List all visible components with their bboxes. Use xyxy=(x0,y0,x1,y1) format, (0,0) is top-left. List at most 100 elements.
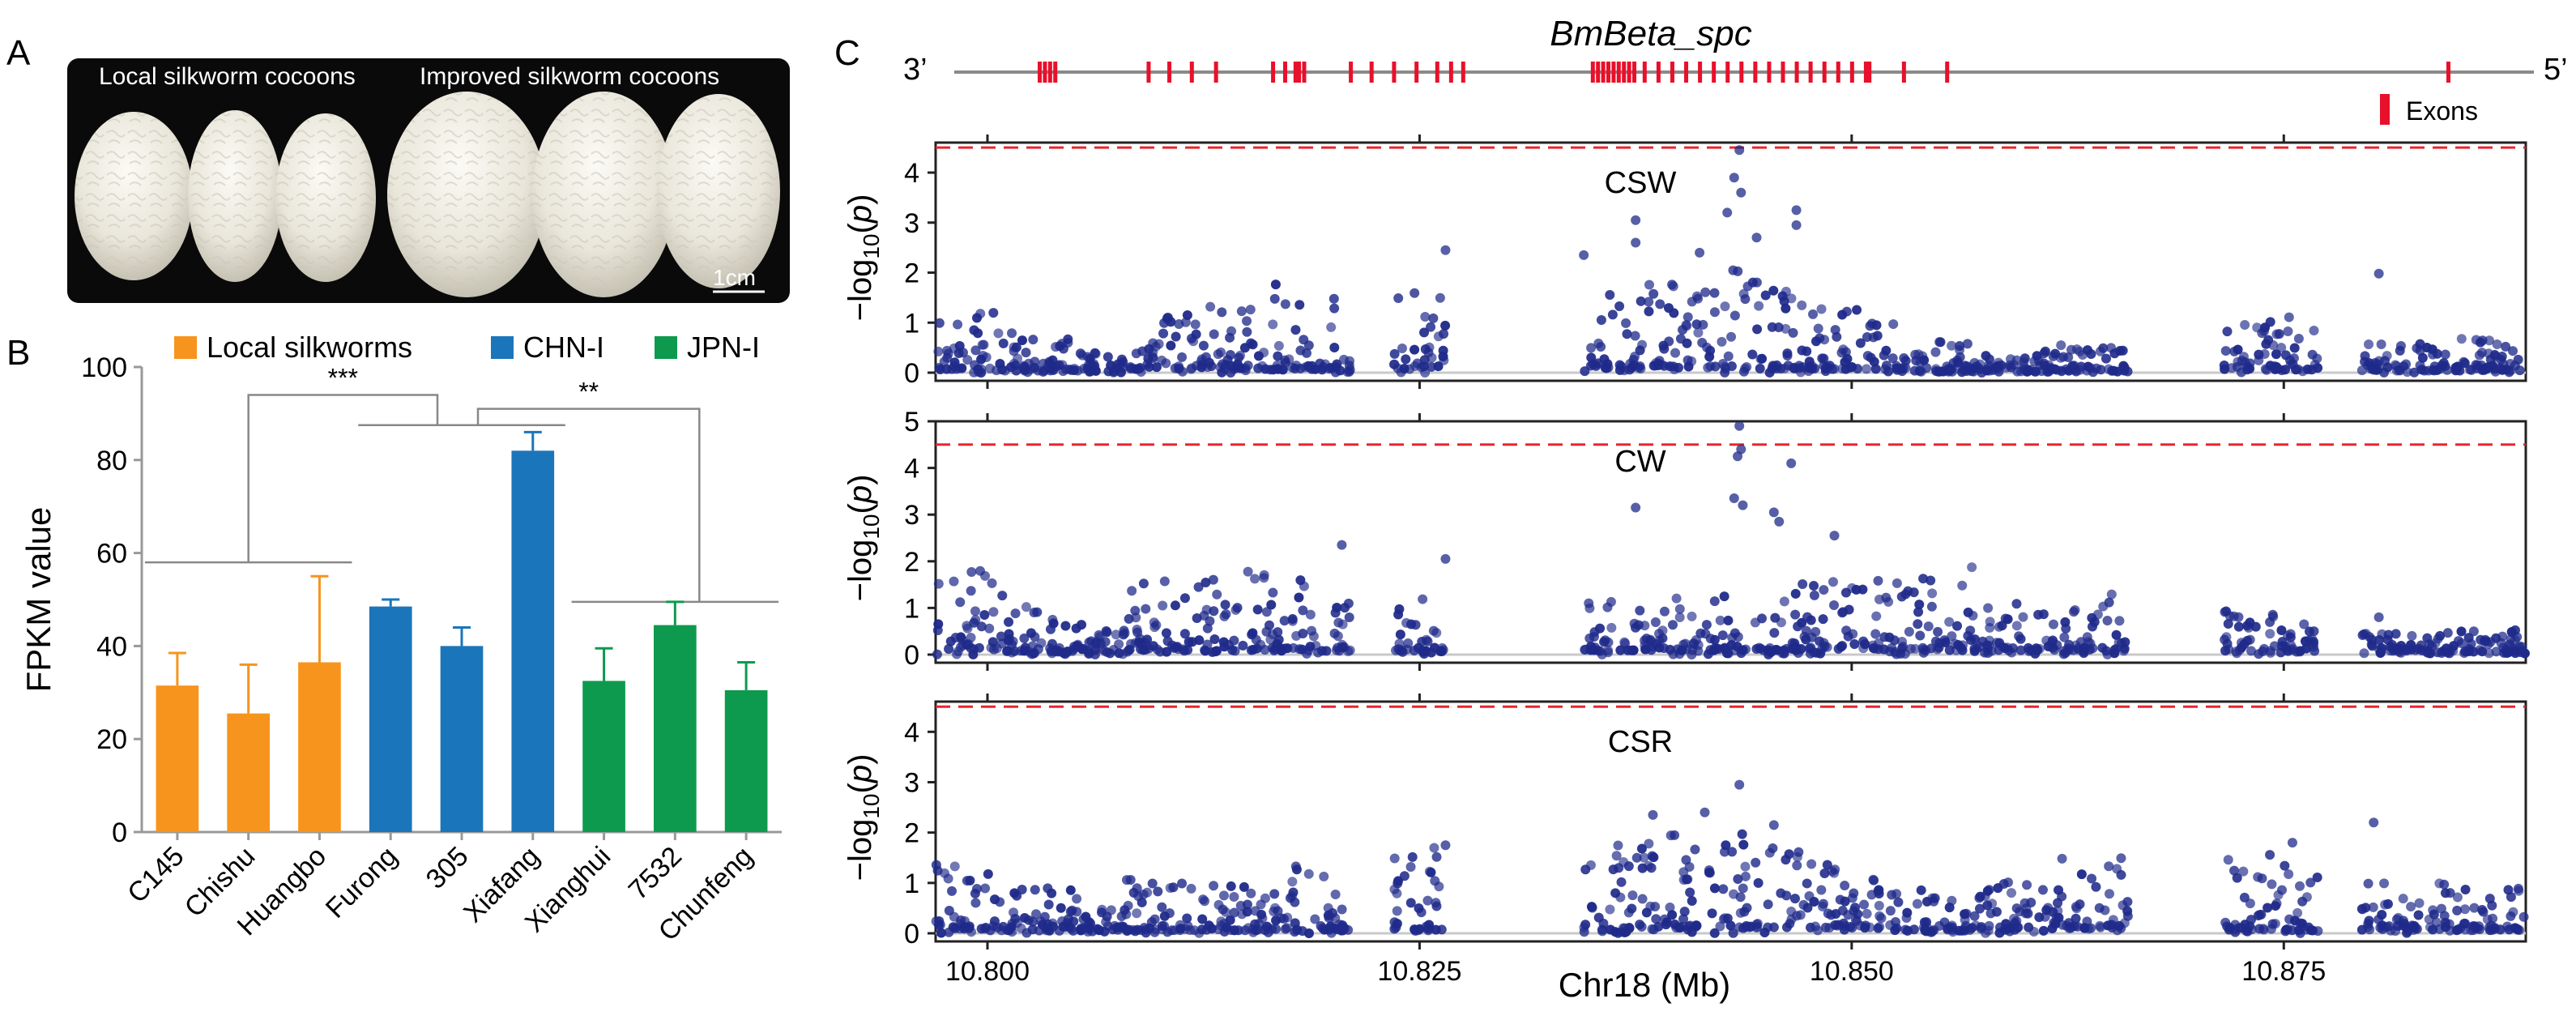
snp-point xyxy=(1170,600,1180,611)
snp-point xyxy=(1431,628,1442,638)
snp-point xyxy=(1752,324,1763,335)
snp-point xyxy=(1621,318,1631,328)
snp-point xyxy=(1700,807,1710,817)
snp-point xyxy=(1747,349,1758,360)
snp-point xyxy=(1247,629,1257,640)
snp-point xyxy=(955,642,966,652)
snp-point xyxy=(2245,358,2255,369)
snp-point xyxy=(1198,340,1209,351)
snp-point xyxy=(1955,340,1965,351)
snp-point xyxy=(966,632,976,642)
snp-point xyxy=(1631,237,1641,248)
legend-label-chn: CHN-I xyxy=(523,331,604,364)
snp-point xyxy=(1870,629,1881,639)
snp-point xyxy=(1733,451,1743,462)
snp-point xyxy=(2456,334,2467,344)
snp-point xyxy=(2229,346,2240,356)
snp-point xyxy=(2433,647,2443,658)
snp-point xyxy=(2305,877,2316,888)
snp-point xyxy=(1138,890,1149,900)
snp-point xyxy=(1651,914,1661,924)
snp-point xyxy=(1399,871,1410,881)
snp-point xyxy=(2032,645,2042,655)
snp-point xyxy=(2508,346,2518,356)
snp-point xyxy=(974,642,984,653)
snp-point xyxy=(1021,602,1031,612)
snp-point xyxy=(1248,927,1259,937)
snp-point xyxy=(1010,913,1021,924)
snp-point xyxy=(2234,645,2245,655)
snp-point xyxy=(1808,309,1819,319)
snp-point xyxy=(1881,592,1891,603)
snp-point xyxy=(1678,325,1688,335)
snp-point xyxy=(1675,334,1686,344)
y-tick-label: 4 xyxy=(904,717,919,748)
snp-point xyxy=(1974,903,1985,914)
snp-point xyxy=(2011,621,2022,631)
snp-point xyxy=(2484,335,2495,346)
snp-point xyxy=(1757,353,1768,364)
cocoon-improved-1 xyxy=(387,92,546,297)
snp-point xyxy=(1238,640,1248,651)
exon xyxy=(1167,62,1172,83)
snp-point xyxy=(1252,604,1263,615)
snp-point xyxy=(1891,578,1902,588)
snp-point xyxy=(1225,915,1235,925)
snp-point xyxy=(1290,861,1301,872)
snp-point xyxy=(1150,341,1161,352)
snp-point xyxy=(2499,647,2510,658)
snp-point xyxy=(1838,607,1849,617)
snp-point xyxy=(1440,245,1451,255)
snp-point xyxy=(1116,354,1127,365)
snp-point xyxy=(1218,637,1229,647)
snp-point xyxy=(1927,588,1938,599)
snp-point xyxy=(1809,590,1819,600)
snp-point xyxy=(1319,871,1329,881)
snp-point xyxy=(1158,328,1169,339)
snp-point xyxy=(1742,903,1752,913)
snp-point xyxy=(1310,914,1320,924)
snp-point xyxy=(2501,341,2511,352)
snp-point xyxy=(2018,612,2028,622)
snp-point xyxy=(1028,335,1039,345)
snp-point xyxy=(2263,903,2273,913)
snp-point xyxy=(2402,928,2412,938)
snp-point xyxy=(1213,899,1224,910)
snp-point xyxy=(1218,890,1229,901)
snp-point xyxy=(1202,623,1213,634)
snp-point xyxy=(949,924,960,934)
snp-point xyxy=(947,886,957,896)
snp-point xyxy=(1723,351,1734,361)
snp-point xyxy=(1926,927,1936,937)
snp-point xyxy=(2076,869,2087,880)
snp-point xyxy=(1600,635,1610,646)
exon xyxy=(1632,62,1637,83)
snp-point xyxy=(2281,644,2292,655)
snp-point xyxy=(1860,639,1870,650)
exon xyxy=(1656,62,1661,83)
snp-point xyxy=(2109,645,2120,655)
snp-point xyxy=(1657,625,1668,636)
snp-point xyxy=(1253,363,1264,373)
snp-point xyxy=(1410,344,1420,355)
snp-point xyxy=(939,356,949,367)
snp-point xyxy=(1032,607,1043,617)
snp-point xyxy=(1697,337,1708,348)
snp-point xyxy=(1994,357,2004,368)
snp-point xyxy=(2232,873,2242,883)
snp-point xyxy=(1004,617,1014,627)
snp-point xyxy=(1784,849,1794,860)
exon xyxy=(1435,62,1439,83)
snp-point xyxy=(1736,187,1746,198)
snp-point xyxy=(2104,364,2114,374)
snp-point xyxy=(1644,306,1654,317)
snp-point xyxy=(1905,643,1916,654)
snp-point xyxy=(940,868,950,878)
snp-point xyxy=(1062,646,1073,656)
plot-frame xyxy=(934,700,2527,943)
snp-point xyxy=(1852,305,1862,315)
snp-point xyxy=(2245,634,2255,645)
snp-point xyxy=(1740,861,1751,872)
snp-point xyxy=(2373,612,2384,622)
snp-point xyxy=(1412,358,1422,369)
